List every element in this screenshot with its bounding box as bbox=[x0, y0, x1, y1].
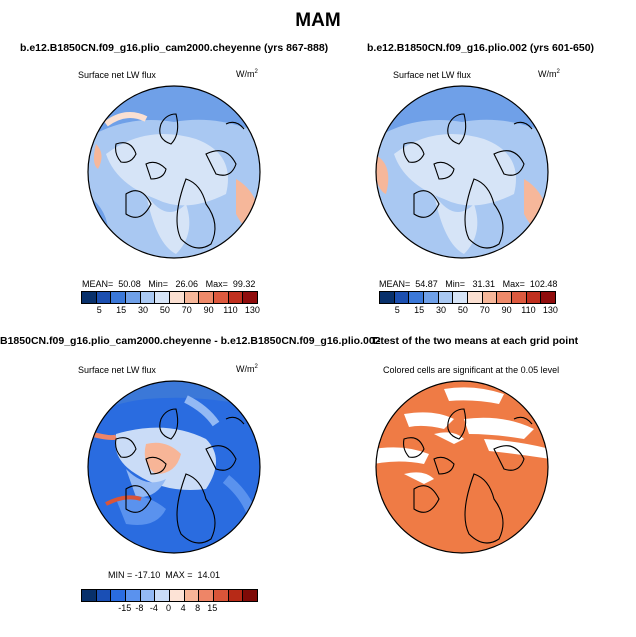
colorbar-tick-label: 15 bbox=[116, 305, 127, 315]
panel-3-title: B1850CN.f09_g16.plio_cam2000.cheyenne - … bbox=[0, 335, 381, 347]
panel-1-title: b.e12.B1850CN.f09_g16.plio_cam2000.cheye… bbox=[20, 42, 329, 54]
panel-4-title: T-test of the two means at each grid poi… bbox=[371, 335, 579, 347]
colorbar-panel-1-ticks: 5 15 30 50 70 90 110 130 bbox=[81, 305, 260, 317]
panel-1-unit: W/m2 bbox=[236, 69, 258, 79]
colorbar-swatch bbox=[140, 590, 156, 601]
colorbar-swatch bbox=[394, 292, 410, 303]
colorbar-swatch bbox=[82, 292, 97, 303]
colorbar-tick-label: 4 bbox=[180, 603, 186, 613]
panel-4-note: Colored cells are significant at the 0.0… bbox=[383, 365, 560, 375]
colorbar-panel-2-ticks: 5 15 30 50 70 90 110 130 bbox=[379, 305, 558, 317]
colorbar-swatch bbox=[214, 292, 229, 303]
colorbar-tick-label: 5 bbox=[96, 305, 102, 315]
colorbar-swatch bbox=[82, 590, 97, 601]
colorbar-swatch bbox=[438, 292, 454, 303]
colorbar-swatch bbox=[140, 292, 156, 303]
colorbar-swatch bbox=[468, 292, 483, 303]
colorbar-swatch bbox=[184, 590, 200, 601]
colorbar-tick-label: -8 bbox=[135, 603, 144, 613]
colorbar-swatch bbox=[214, 590, 229, 601]
colorbar-tick-label: 90 bbox=[203, 305, 214, 315]
colorbar-tick-label: 110 bbox=[521, 305, 536, 315]
colorbar-panel-3-ticks: -15 -8 -4 0 4 8 15 bbox=[81, 603, 256, 615]
colorbar-tick-label: 110 bbox=[223, 305, 238, 315]
colorbar-swatch bbox=[111, 292, 127, 303]
colorbar-tick-label: -15 bbox=[118, 603, 132, 613]
colorbar-tick-label: 0 bbox=[165, 603, 172, 613]
colorbar-swatch bbox=[526, 292, 542, 303]
colorbar-swatch bbox=[170, 590, 185, 601]
colorbar-tick-label: 130 bbox=[244, 305, 260, 315]
colorbar-swatch bbox=[482, 292, 498, 303]
colorbar-swatch bbox=[126, 590, 141, 601]
colorbar-tick-label: 130 bbox=[542, 305, 558, 315]
colorbar-swatch bbox=[111, 590, 127, 601]
colorbar-swatch bbox=[155, 590, 171, 601]
colorbar-swatch bbox=[184, 292, 200, 303]
colorbar-swatch bbox=[512, 292, 527, 303]
panel-3-unit: W/m2 bbox=[236, 364, 258, 374]
map-panel-2 bbox=[375, 85, 549, 259]
colorbar-tick-label: 15 bbox=[414, 305, 425, 315]
colorbar-tick-label: 50 bbox=[457, 305, 468, 315]
panel-1-stats: MEAN= 50.08 Min= 26.06 Max= 99.32 bbox=[82, 279, 256, 289]
colorbar-swatch bbox=[453, 292, 469, 303]
map-panel-3 bbox=[87, 380, 261, 554]
panel-3-variable: Surface net LW flux bbox=[78, 365, 156, 375]
colorbar-panel-3 bbox=[81, 589, 258, 602]
colorbar-tick-label: 70 bbox=[479, 305, 490, 315]
colorbar-tick-label: 50 bbox=[159, 305, 170, 315]
colorbar-swatch bbox=[380, 292, 395, 303]
colorbar-tick-label: 8 bbox=[195, 603, 201, 613]
panel-3-stats: MIN = -17.10 MAX = 14.01 bbox=[108, 570, 221, 580]
panel-2-variable: Surface net LW flux bbox=[393, 70, 471, 80]
colorbar-tick-label: 70 bbox=[181, 305, 192, 315]
panel-2-unit: W/m2 bbox=[538, 69, 560, 79]
colorbar-swatch bbox=[228, 590, 244, 601]
colorbar-tick-label: 5 bbox=[394, 305, 400, 315]
colorbar-swatch bbox=[96, 292, 112, 303]
panel-1-variable: Surface net LW flux bbox=[78, 70, 156, 80]
colorbar-tick-label: -4 bbox=[149, 603, 158, 613]
colorbar-swatch bbox=[243, 292, 258, 303]
colorbar-swatch bbox=[199, 292, 215, 303]
colorbar-swatch bbox=[541, 292, 556, 303]
colorbar-swatch bbox=[126, 292, 141, 303]
colorbar-tick-label: 30 bbox=[435, 305, 446, 315]
map-panel-4 bbox=[375, 380, 549, 554]
colorbar-swatch bbox=[497, 292, 513, 303]
colorbar-swatch bbox=[199, 590, 215, 601]
colorbar-panel-2 bbox=[379, 291, 556, 304]
colorbar-tick-label: 30 bbox=[137, 305, 148, 315]
panel-2-stats: MEAN= 54.87 Min= 31.31 Max= 102.48 bbox=[379, 279, 558, 289]
colorbar-tick-label: 15 bbox=[207, 603, 218, 613]
colorbar-swatch bbox=[96, 590, 112, 601]
colorbar-swatch bbox=[228, 292, 244, 303]
colorbar-swatch bbox=[409, 292, 425, 303]
colorbar-swatch bbox=[170, 292, 185, 303]
map-panel-1 bbox=[87, 85, 261, 259]
colorbar-swatch bbox=[155, 292, 171, 303]
colorbar-tick-label: 90 bbox=[501, 305, 512, 315]
main-title: MAM bbox=[295, 10, 341, 31]
colorbar-swatch bbox=[243, 590, 258, 601]
panel-2-title: b.e12.B1850CN.f09_g16.plio.002 (yrs 601-… bbox=[367, 42, 595, 54]
colorbar-panel-1 bbox=[81, 291, 258, 304]
colorbar-swatch bbox=[424, 292, 439, 303]
